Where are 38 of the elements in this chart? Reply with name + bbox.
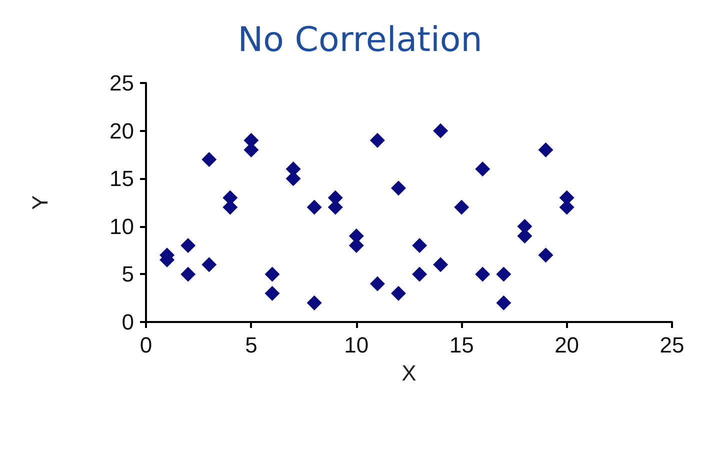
y-tick-label: 10: [110, 214, 134, 239]
point: [538, 142, 554, 158]
x-tick-label: 10: [344, 332, 369, 358]
y-tick-label: 25: [110, 70, 134, 96]
point: [180, 266, 196, 282]
point: [202, 152, 217, 167]
y-tick-label: 15: [110, 166, 134, 192]
x-tick-label: 15: [449, 332, 474, 358]
point: [433, 123, 448, 138]
point: [390, 286, 406, 301]
chart-title: No Correlation: [238, 20, 482, 60]
point: [202, 257, 217, 272]
point: [496, 266, 512, 282]
y-axis-title: Y: [28, 194, 52, 210]
point: [538, 248, 554, 263]
point: [264, 266, 280, 282]
point: [370, 276, 385, 292]
point: [454, 200, 470, 215]
x-axis-title: X: [402, 360, 417, 386]
y-tick-label: 5: [122, 262, 134, 287]
point: [496, 295, 512, 310]
point: [412, 238, 428, 254]
point: [264, 286, 280, 301]
point: [475, 266, 490, 282]
point: [412, 266, 428, 282]
point: [390, 180, 406, 196]
point: [180, 238, 196, 254]
y-tick-label: 20: [110, 118, 134, 144]
x-tick-label: 25: [660, 332, 684, 358]
point: [306, 295, 322, 310]
point: [370, 132, 385, 148]
x-tick-label: 20: [554, 332, 580, 358]
x-tick-label: 0: [140, 332, 152, 358]
point: [475, 162, 490, 177]
y-tick-label: 0: [122, 310, 134, 334]
point: [433, 257, 448, 272]
point: [306, 200, 322, 215]
x-tick-label: 5: [245, 332, 258, 358]
